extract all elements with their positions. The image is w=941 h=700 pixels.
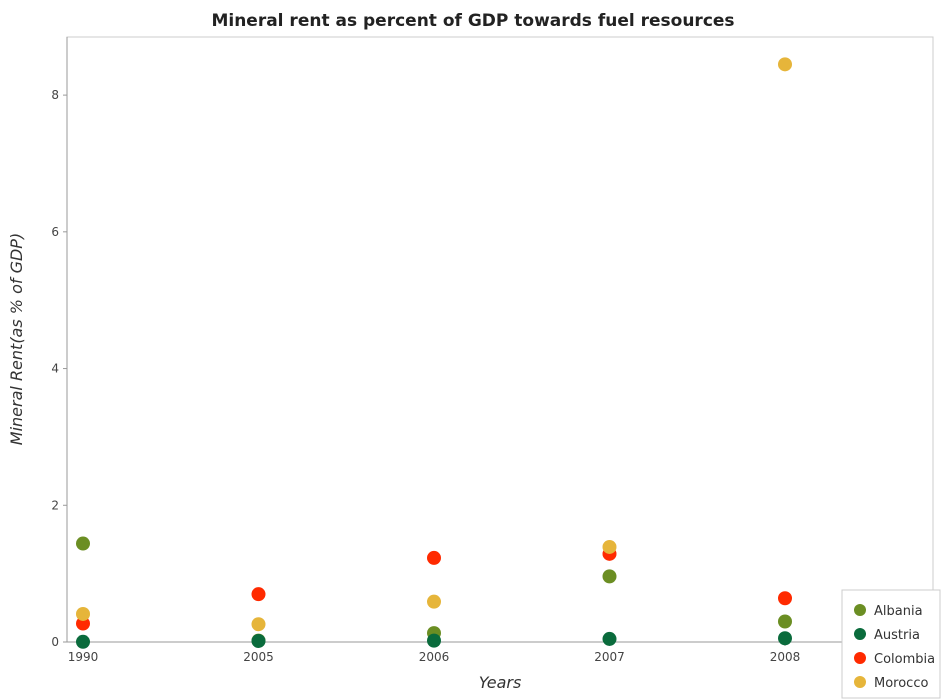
- x-axis-label: Years: [479, 673, 522, 692]
- point-austria-2007: [602, 631, 617, 646]
- x-tick-label: 1990: [68, 650, 99, 664]
- legend: Albania Austria Colombia Morocco: [841, 589, 941, 699]
- x-tick-label: 2007: [594, 650, 625, 664]
- point-morocco-2005: [251, 617, 266, 632]
- point-morocco-1990: [76, 606, 90, 621]
- legend-marker-austria: [854, 628, 866, 640]
- legend-label-austria: Austria: [874, 628, 920, 643]
- point-morocco-2007: [602, 539, 617, 554]
- legend-marker-albania: [854, 604, 866, 616]
- point-colombia-2008: [778, 591, 792, 606]
- point-austria-1990: [76, 634, 90, 649]
- point-morocco-2008: [778, 57, 792, 72]
- point-colombia-2006: [427, 550, 441, 565]
- point-austria-2006: [427, 633, 441, 648]
- x-tick-label: 2008: [770, 650, 801, 664]
- point-morocco-2006: [427, 594, 441, 609]
- legend-label-albania: Albania: [874, 604, 923, 619]
- point-austria-2005: [251, 633, 266, 648]
- plot-area: [66, 36, 934, 643]
- data-points: [76, 57, 792, 649]
- point-albania-1990: [76, 536, 90, 551]
- y-tick-label: 4: [51, 362, 59, 376]
- point-albania-2008: [778, 614, 792, 629]
- point-albania-2007: [602, 569, 617, 584]
- legend-marker-morocco: [854, 676, 866, 688]
- point-colombia-2005: [251, 587, 266, 602]
- legend-label-morocco: Morocco: [874, 676, 928, 691]
- y-tick-label: 2: [51, 498, 59, 512]
- y-tick-label: 0: [51, 635, 59, 649]
- y-tick-label: 8: [51, 88, 59, 102]
- chart-title: Mineral rent as percent of GDP towards f…: [211, 11, 734, 31]
- x-tick-label: 2005: [243, 650, 274, 664]
- x-tick-label: 2006: [419, 650, 450, 664]
- y-tick-label: 6: [51, 225, 59, 239]
- point-austria-2008: [778, 631, 792, 646]
- legend-label-colombia: Colombia: [874, 652, 935, 667]
- y-ticks: 0 2 4 6 8: [51, 88, 67, 649]
- point-colombia-1990: [76, 616, 90, 631]
- y-axis-label: Mineral Rent(as % of GDP): [7, 233, 26, 445]
- legend-marker-colombia: [854, 652, 866, 664]
